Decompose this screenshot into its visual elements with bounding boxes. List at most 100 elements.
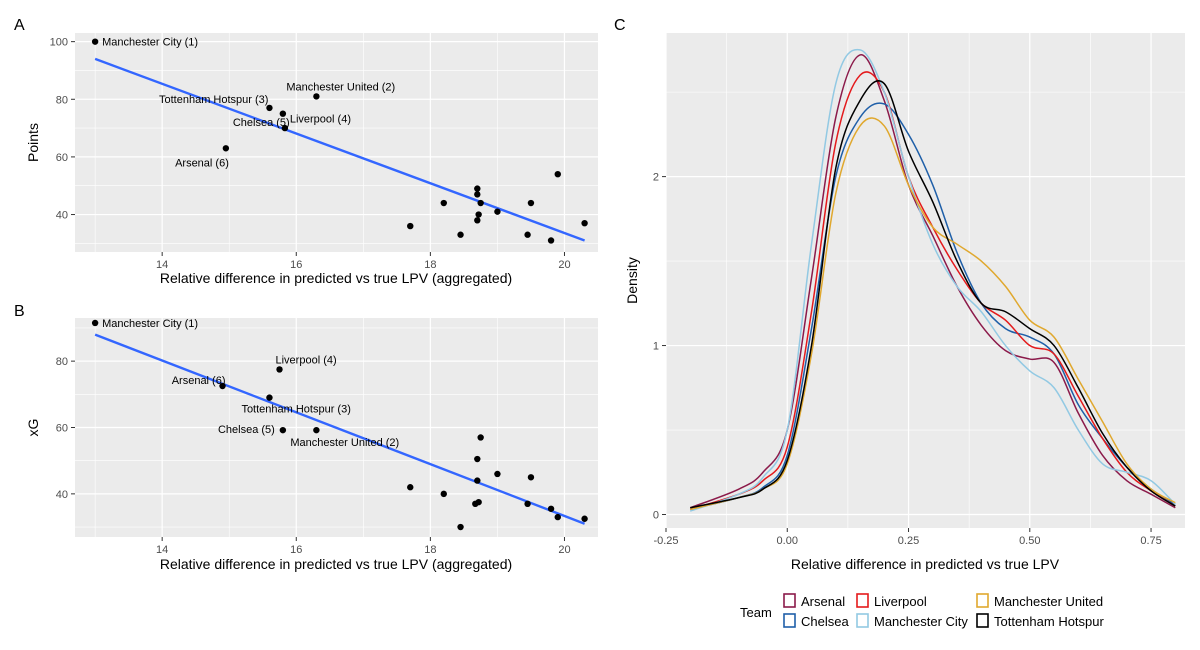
legend-label-arsenal: Arsenal — [801, 594, 845, 609]
legend: Team Arsenal Chelsea Liverpool Manchester Ci… — [740, 593, 1105, 629]
panel-B-point — [266, 394, 273, 401]
panel-C-y-tick-label: 0 — [653, 509, 659, 521]
panel-B-point-label: Manchester United (2) — [290, 437, 399, 449]
panel-B-point-label: Arsenal (6) — [172, 375, 226, 387]
panel-A-trend-line — [94, 57, 586, 242]
panel-A-point — [527, 199, 535, 207]
panel-A-point — [440, 199, 447, 207]
panel-B-point — [91, 319, 99, 327]
panel-C-y-axis-title: Density — [624, 257, 640, 304]
panel-C-x-tick-label: 0.50 — [1019, 535, 1040, 547]
panel-C-x-tick-label: 0.25 — [898, 535, 919, 547]
panel-B-point — [477, 434, 484, 441]
panel-A-point-label: Chelsea (5) — [233, 117, 290, 129]
panel-A-x-tick-label: 20 — [558, 259, 570, 271]
panel-B-point — [219, 382, 226, 390]
panel-C-background — [666, 33, 1185, 528]
panel-B-point-label: Chelsea (5) — [218, 424, 275, 436]
panel-A-point — [279, 110, 287, 117]
panel-A-y-tick-label: 40 — [56, 210, 68, 222]
panel-A-y-tick-label: 60 — [56, 152, 68, 164]
legend-label-chelsea: Chelsea — [801, 614, 849, 629]
panel-C-x-tick-label: -0.25 — [653, 535, 678, 547]
panel-B-point-label: Manchester City (1) — [102, 318, 198, 330]
panel-A: 14 16 18 20 40 60 80 100 Relative difference in … — [14, 17, 598, 286]
panel-B-point — [494, 470, 501, 478]
legend-label-manchester-city: Manchester City — [874, 614, 968, 629]
panel-B-x-tick-label: 20 — [558, 544, 570, 556]
panel-A-point — [554, 170, 561, 178]
panel-A-point — [222, 145, 230, 152]
density-line-manchester-city — [690, 48, 1176, 512]
panel-C-x-tick-label: 0.00 — [777, 535, 798, 547]
panel-B-point — [472, 500, 479, 508]
density-line-tottenham-hotspur — [690, 80, 1176, 509]
panel-B-point — [440, 490, 447, 498]
panel-A-point-label: Tottenham Hotspur (3) — [159, 94, 268, 106]
panel-A-y-tick-label: 100 — [50, 37, 68, 49]
panel-A-point — [474, 185, 481, 192]
panel-B-point — [407, 484, 414, 491]
legend-label-manchester-united: Manchester United — [994, 594, 1103, 609]
panel-B-point — [474, 455, 481, 463]
panel-A-background — [75, 33, 598, 252]
panel-A-point — [524, 231, 531, 238]
panel-B: 14 16 18 20 40 60 80 Relative difference in pre… — [14, 303, 598, 572]
legend-key-liverpool — [856, 593, 869, 608]
panel-C-y-tick-label: 1 — [653, 341, 659, 353]
panel-B-x-axis-title: Relative difference in predicted vs true… — [160, 556, 512, 572]
density-line-arsenal — [689, 54, 1176, 509]
panel-B-point — [581, 515, 588, 522]
panel-A-point — [547, 237, 555, 244]
panel-B-point — [547, 505, 555, 512]
panel-A-point — [494, 208, 501, 215]
panel-B-point-label: Liverpool (4) — [276, 354, 337, 366]
panel-B-point — [279, 426, 287, 434]
panel-A-point — [477, 199, 484, 207]
legend-title: Team — [740, 605, 772, 620]
panel-B-point — [457, 523, 464, 531]
panel-A-point-label: Manchester United (2) — [286, 81, 395, 93]
panel-A-point — [313, 93, 320, 100]
panel-A-point — [474, 191, 481, 198]
panel-B-tag: B — [14, 303, 25, 320]
panel-B-y-tick-label: 40 — [56, 489, 68, 501]
legend-label-liverpool: Liverpool — [874, 594, 927, 609]
panel-A-y-axis-title: Points — [25, 123, 41, 162]
panel-A-point — [581, 219, 588, 227]
panel-A-x-axis-title: Relative difference in predicted vs true… — [160, 270, 512, 286]
panel-A-x-tick-label: 18 — [424, 259, 436, 271]
panel-A-point — [475, 211, 482, 218]
legend-label-tottenham-hotspur: Tottenham Hotspur — [994, 614, 1105, 629]
panel-A-point-label: Arsenal (6) — [175, 157, 229, 169]
panel-A-point — [266, 104, 273, 112]
panel-B-point — [524, 500, 531, 508]
legend-key-manchester-united — [976, 593, 989, 608]
panel-C-tag: C — [614, 17, 626, 34]
panel-C-y-tick-label: 2 — [653, 172, 659, 184]
panel-C-x-tick-label: 0.75 — [1140, 535, 1161, 547]
density-line-chelsea — [690, 102, 1176, 511]
panel-B-y-tick-label: 80 — [56, 356, 68, 368]
panel-A-x-tick-label: 16 — [290, 259, 302, 271]
panel-A-point — [474, 217, 481, 224]
panel-A-point-label: Liverpool (4) — [290, 114, 351, 126]
density-line-manchester-united — [690, 117, 1176, 511]
panel-B-trend-line — [94, 333, 586, 525]
panel-B-y-axis-title: xG — [25, 419, 41, 437]
panel-B-point-label: Tottenham Hotspur (3) — [241, 404, 350, 416]
legend-key-tottenham-hotspur — [976, 613, 989, 628]
panel-C: -0.25 0.00 0.25 0.50 0.75 0 1 2 Relative differe… — [614, 17, 1185, 629]
legend-key-arsenal — [783, 593, 796, 608]
panel-B-point — [474, 477, 481, 484]
panel-B-x-tick-label: 14 — [156, 544, 168, 556]
panel-A-tag: A — [14, 17, 25, 34]
panel-A-x-tick-label: 14 — [156, 259, 168, 271]
panel-B-point — [276, 366, 283, 373]
panel-A-point-label: Manchester City (1) — [102, 37, 198, 49]
panel-A-point — [91, 38, 99, 45]
panel-B-point — [527, 474, 535, 481]
legend-key-manchester-city — [856, 613, 869, 628]
panel-A-point — [457, 231, 464, 238]
